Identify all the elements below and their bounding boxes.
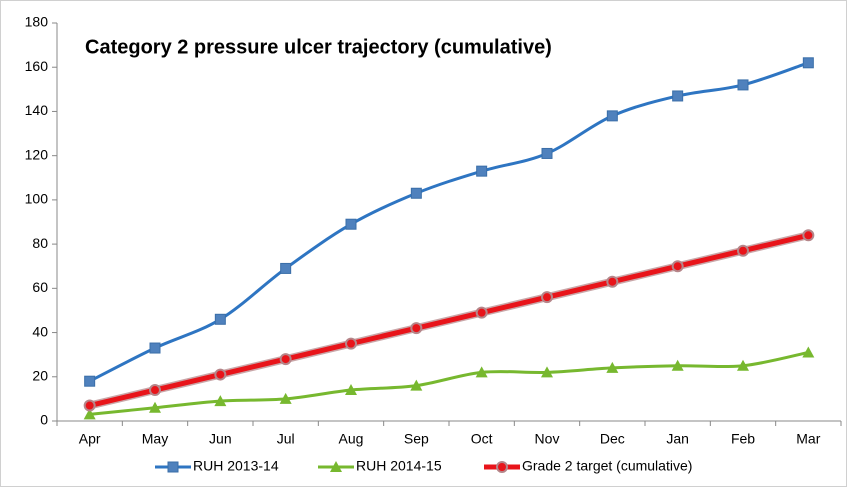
x-tick-label: Jul [277,431,295,447]
marker [672,90,684,102]
y-tick-label: 0 [40,412,48,428]
marker [410,379,423,391]
marker [279,353,292,366]
y-tick-label: 60 [32,279,48,295]
x-tick-label: Aug [339,431,364,447]
marker [83,408,96,420]
legend-label: RUH 2014-15 [356,458,442,474]
marker [214,395,227,407]
y-tick-label: 80 [32,235,48,251]
marker [475,366,488,378]
marker [737,244,749,257]
legend-marker [496,461,508,473]
marker [345,218,357,230]
series-line [89,350,809,416]
marker [541,291,553,304]
marker [802,229,815,242]
y-tick-label: 120 [25,146,49,162]
marker [606,361,619,373]
x-tick-label: Dec [600,431,625,447]
y-tick-label: 40 [32,323,48,339]
marker [280,262,292,274]
marker [83,399,96,412]
marker [149,401,161,413]
marker [671,260,684,273]
x-tick-label: Mar [796,431,820,447]
x-tick-label: Feb [731,431,755,447]
marker [476,165,488,177]
y-tick-label: 180 [25,14,49,30]
x-tick-label: Nov [535,431,560,447]
marker [541,147,553,159]
legend-label: RUH 2013-14 [193,458,279,474]
legend-marker [330,461,342,472]
legend-marker [167,461,179,473]
y-tick-label: 20 [32,367,48,383]
x-tick-label: Oct [471,431,493,447]
marker [410,322,423,335]
chart-title: Category 2 pressure ulcer trajectory (cu… [85,36,552,58]
marker [84,375,96,387]
marker [606,110,618,122]
y-tick-label: 140 [25,102,49,118]
marker [214,313,226,325]
x-tick-label: Apr [79,431,101,447]
series-line [89,232,809,408]
legend-label: Grade 2 target (cumulative) [522,458,692,474]
y-tick-label: 160 [25,58,49,74]
x-tick-label: Jun [209,431,232,447]
x-tick-label: Jan [666,431,689,447]
x-tick-label: Sep [404,431,429,447]
marker [149,384,161,397]
y-tick-label: 100 [25,191,49,207]
marker [802,57,814,69]
marker [606,275,619,288]
marker [671,359,684,371]
marker [410,187,422,199]
marker [149,342,161,354]
marker [214,368,227,381]
marker [737,79,749,91]
marker [279,392,292,404]
x-tick-label: May [142,431,168,447]
marker [737,359,749,371]
marker [541,366,553,378]
marker [802,346,815,358]
marker [345,337,357,350]
marker [345,384,357,396]
marker [475,306,488,319]
